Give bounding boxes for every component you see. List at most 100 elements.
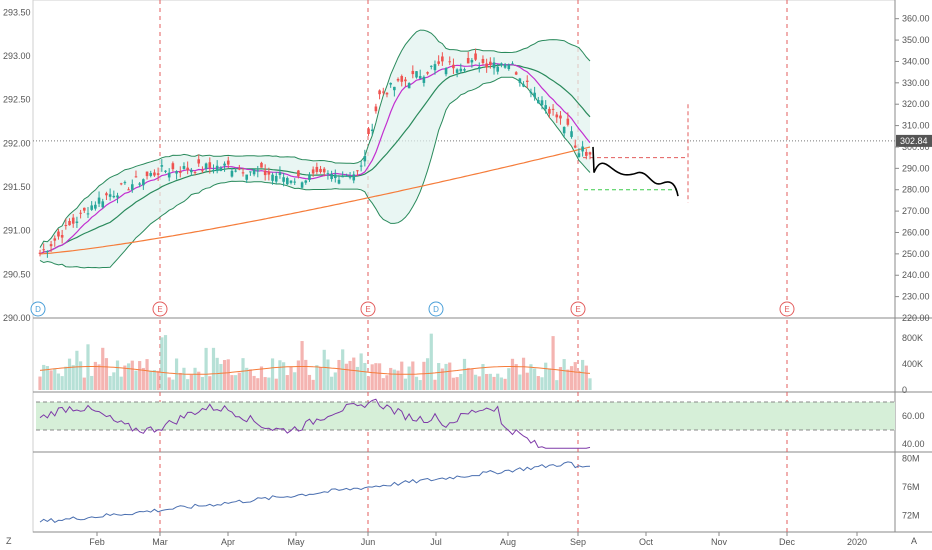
earnings-marker[interactable] xyxy=(360,301,376,317)
candle[interactable] xyxy=(455,69,459,73)
volume-bar[interactable] xyxy=(282,362,286,390)
candle[interactable] xyxy=(441,56,444,62)
candle[interactable] xyxy=(585,151,588,156)
volume-bar[interactable] xyxy=(547,368,551,390)
earnings-marker-label[interactable]: E xyxy=(157,305,162,314)
candle[interactable] xyxy=(46,251,49,253)
volume-bar[interactable] xyxy=(573,362,577,390)
volume-bar[interactable] xyxy=(544,362,548,390)
candle[interactable] xyxy=(481,58,485,63)
volume-bar[interactable] xyxy=(558,367,563,390)
candle[interactable] xyxy=(263,170,267,176)
candle[interactable] xyxy=(138,183,141,185)
earnings-marker[interactable] xyxy=(152,301,168,317)
volume-bar[interactable] xyxy=(134,370,138,390)
volume-bar[interactable] xyxy=(86,344,90,390)
volume-bar[interactable] xyxy=(145,359,149,390)
candle[interactable] xyxy=(105,193,108,196)
volume-bar[interactable] xyxy=(481,364,485,390)
volume-bar[interactable] xyxy=(252,375,256,390)
volume-bar[interactable] xyxy=(82,377,86,390)
candle[interactable] xyxy=(278,172,282,175)
volume-bar[interactable] xyxy=(90,375,94,390)
candle[interactable] xyxy=(433,64,437,71)
candle[interactable] xyxy=(108,194,112,197)
volume-bar[interactable] xyxy=(389,367,393,390)
volume-bar[interactable] xyxy=(433,379,437,390)
candle[interactable] xyxy=(190,170,193,173)
candle[interactable] xyxy=(529,91,533,94)
candle[interactable] xyxy=(415,71,418,78)
candle[interactable] xyxy=(489,61,492,65)
volume-bar[interactable] xyxy=(555,380,559,390)
volume-bar[interactable] xyxy=(93,361,97,390)
volume-bar[interactable] xyxy=(119,376,123,390)
candle[interactable] xyxy=(448,61,452,63)
volume-bar[interactable] xyxy=(79,361,83,390)
candle[interactable] xyxy=(297,170,300,177)
candle[interactable] xyxy=(97,197,101,204)
candle[interactable] xyxy=(234,170,237,172)
volume-bar[interactable] xyxy=(392,369,396,390)
candle[interactable] xyxy=(38,252,42,254)
candle[interactable] xyxy=(182,166,186,169)
volume-bar[interactable] xyxy=(355,366,360,390)
candle[interactable] xyxy=(215,165,219,172)
volume-bar[interactable] xyxy=(234,375,238,390)
candle[interactable] xyxy=(252,169,256,175)
volume-bar[interactable] xyxy=(521,357,526,390)
volume-bar[interactable] xyxy=(370,364,374,390)
candle[interactable] xyxy=(212,169,215,171)
candle[interactable] xyxy=(167,172,171,178)
candle[interactable] xyxy=(363,156,367,162)
dividend-marker-label[interactable]: D xyxy=(433,305,439,314)
candle[interactable] xyxy=(348,176,352,178)
volume-bar[interactable] xyxy=(363,362,367,390)
candle[interactable] xyxy=(533,92,536,98)
candle[interactable] xyxy=(566,118,570,125)
candle[interactable] xyxy=(322,168,326,173)
candle[interactable] xyxy=(127,189,130,191)
candle[interactable] xyxy=(374,106,378,112)
volume-bar[interactable] xyxy=(178,372,182,390)
volume-bar[interactable] xyxy=(222,360,227,390)
volume-bar[interactable] xyxy=(503,378,507,390)
candle[interactable] xyxy=(396,79,400,81)
volume-bar[interactable] xyxy=(448,362,452,390)
candle[interactable] xyxy=(381,91,385,93)
volume-bar[interactable] xyxy=(208,376,212,390)
obv-pane[interactable]: 80M 76M 72M xyxy=(39,454,920,524)
volume-bar[interactable] xyxy=(60,376,64,390)
candle[interactable] xyxy=(153,172,156,176)
candle[interactable] xyxy=(577,153,581,157)
volume-bar[interactable] xyxy=(167,377,171,390)
volume-bar[interactable] xyxy=(381,378,385,390)
candle[interactable] xyxy=(452,64,455,69)
candle[interactable] xyxy=(134,176,138,178)
candle[interactable] xyxy=(511,63,514,65)
volume-bar[interactable] xyxy=(315,365,319,390)
candle[interactable] xyxy=(356,170,359,172)
candle[interactable] xyxy=(293,181,296,183)
candle[interactable] xyxy=(518,78,522,83)
corner-label-left[interactable]: Z xyxy=(6,536,12,546)
volume-bar[interactable] xyxy=(163,335,168,390)
candle[interactable] xyxy=(496,66,500,72)
volume-bar[interactable] xyxy=(514,364,518,390)
volume-bar[interactable] xyxy=(473,374,478,390)
candle[interactable] xyxy=(315,166,319,172)
volume-bar[interactable] xyxy=(451,377,456,390)
candle[interactable] xyxy=(116,195,119,198)
volume-bar[interactable] xyxy=(437,363,441,390)
candle[interactable] xyxy=(459,68,463,72)
volume-bar[interactable] xyxy=(289,366,293,390)
candle[interactable] xyxy=(130,184,134,190)
volume-bar[interactable] xyxy=(377,363,382,390)
volume-bar[interactable] xyxy=(204,347,208,390)
candle[interactable] xyxy=(337,179,341,184)
volume-bar[interactable] xyxy=(510,358,515,390)
candle[interactable] xyxy=(271,174,274,181)
volume-bar[interactable] xyxy=(259,366,264,390)
volume-bar[interactable] xyxy=(53,368,57,390)
